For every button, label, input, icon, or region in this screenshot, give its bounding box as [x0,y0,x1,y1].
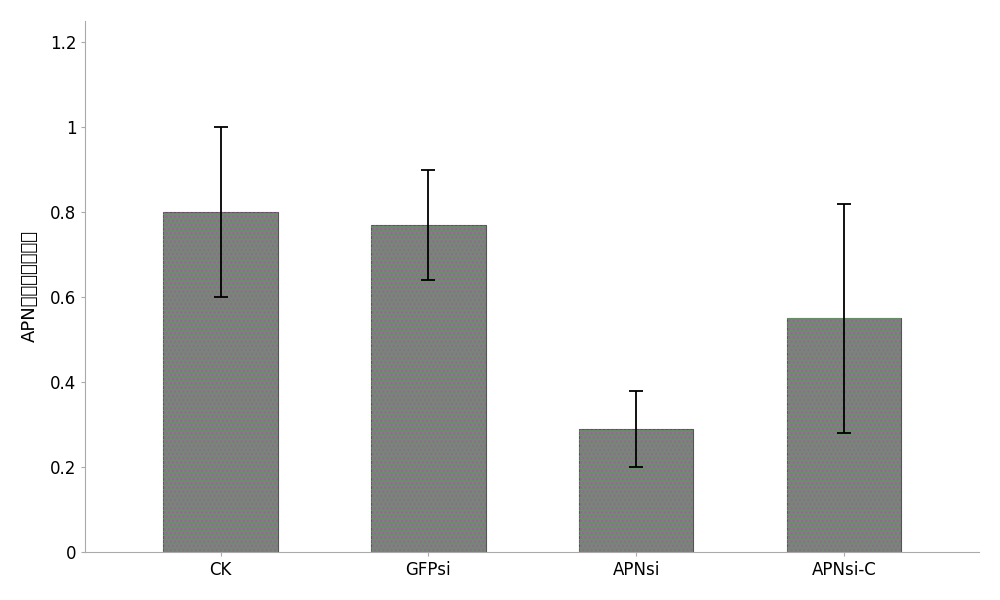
Bar [371,225,486,552]
Bar [579,429,693,552]
Bar [787,319,901,552]
Bar [579,429,693,552]
Bar [787,319,901,552]
Bar [787,319,901,552]
Bar [163,212,278,552]
Bar [163,212,278,552]
Bar [371,225,486,552]
Bar [163,212,278,552]
Y-axis label: APN基因相对表达量: APN基因相对表达量 [21,230,39,343]
Bar [371,225,486,552]
Bar [579,429,693,552]
